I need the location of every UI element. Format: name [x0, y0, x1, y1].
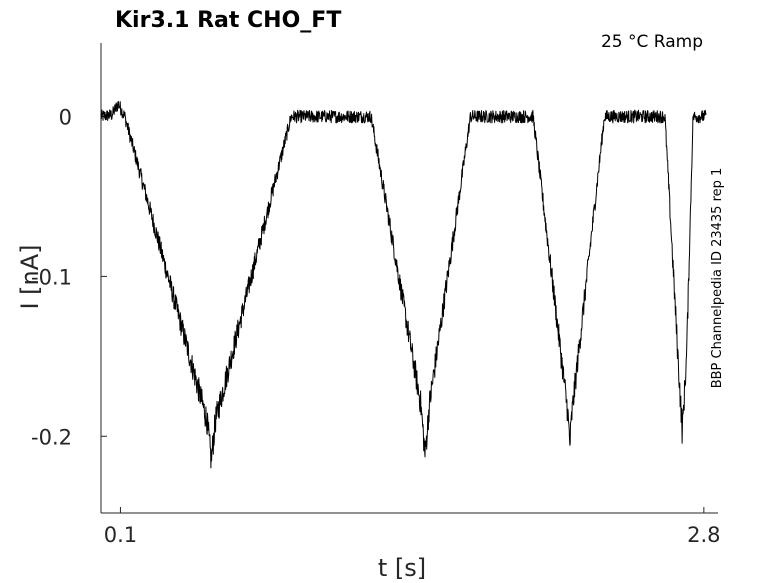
chart-subtitle: 25 °C Ramp [601, 32, 703, 52]
y-tick-label: -0.1 [31, 265, 72, 289]
ticks: 0.1 2.8 0 -0.1 -0.2 [31, 106, 721, 547]
x-tick-label: 2.8 [687, 523, 720, 547]
y-tick-label: 0 [59, 106, 72, 130]
channelpedia-id-note: BBP Channelpedia ID 23435 rep 1 [710, 168, 725, 389]
y-tick-label: -0.2 [31, 425, 72, 449]
x-tick-label: 0.1 [104, 523, 137, 547]
y-axis-label: I [nA] [16, 244, 44, 309]
x-axis-label: t [s] [378, 554, 426, 582]
current-trace [100, 101, 707, 469]
chart-title: Kir3.1 Rat CHO_FT [115, 8, 341, 33]
axes [100, 43, 718, 514]
